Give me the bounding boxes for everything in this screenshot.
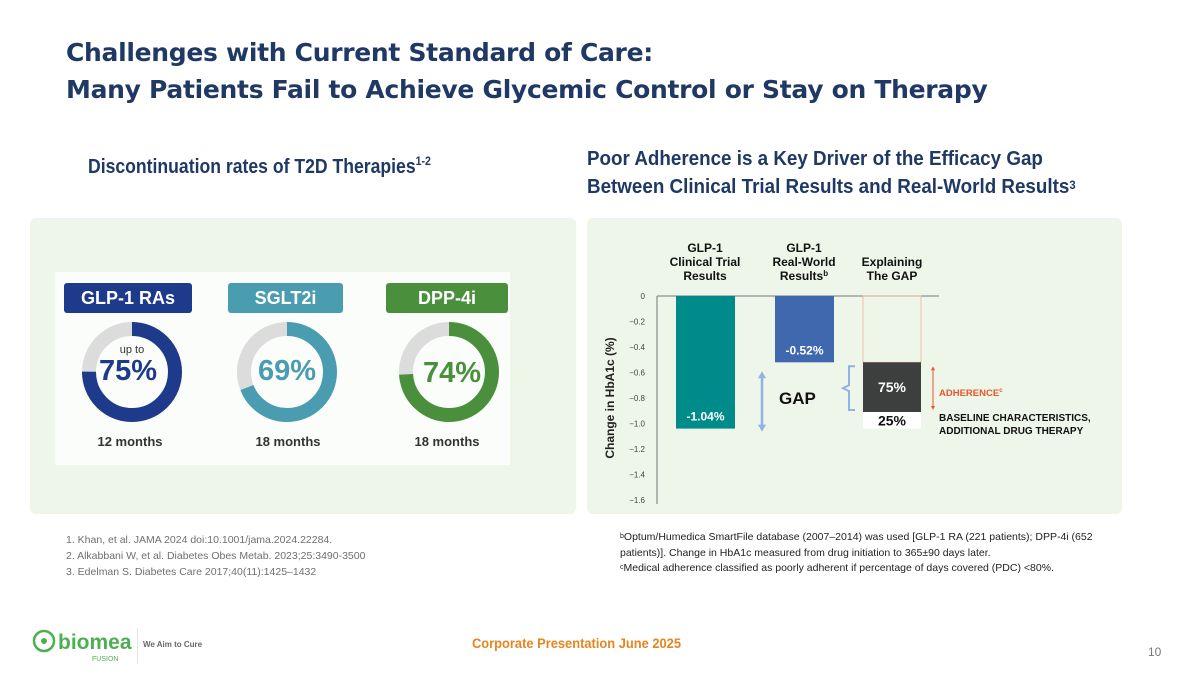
donut-center: 74%	[397, 358, 501, 388]
bar	[775, 296, 834, 363]
tagline: We Aim to Cure	[143, 640, 203, 649]
category-label: Real-World	[772, 255, 835, 269]
gap-segment	[863, 412, 921, 429]
footnote-b: bOptum/Humedica SmartFile database (2007…	[620, 530, 1110, 561]
logo-dot-icon	[41, 638, 47, 644]
bar-value-label: -0.52%	[785, 343, 823, 357]
category-label: Clinical Trial	[670, 255, 741, 269]
y-tick-label: 0	[641, 292, 646, 301]
gap-arrow-head-up	[758, 371, 766, 379]
discontinuation-donuts: GLP-1 RAs up to 75% 12 months SGLT2i 69%…	[55, 272, 510, 465]
donut-period: 18 months	[255, 434, 321, 449]
adherence-arrow-head-down	[931, 406, 935, 411]
gap-label: GAP	[779, 389, 816, 408]
bar-value-label: -1.04%	[686, 410, 724, 424]
donut-center: up to 75%	[80, 344, 184, 386]
footnote-text: Optum/Humedica SmartFile database (2007–…	[620, 531, 1093, 559]
footnote-text: Medical adherence classified as poorly a…	[623, 562, 1054, 574]
y-tick-label: −0.6	[629, 369, 645, 378]
therapy-label: SGLT2i	[254, 288, 317, 308]
y-tick-label: −1.6	[629, 496, 645, 505]
slide-title: Challenges with Current Standard of Care…	[66, 34, 988, 108]
logo-divider	[137, 628, 138, 664]
donut-prefix: up to	[119, 344, 145, 356]
donut-arc	[82, 322, 182, 422]
donut-glp1: GLP-1 RAs up to 75% 12 months	[55, 272, 205, 465]
footnote-marker: c	[620, 564, 624, 571]
hba1c-gap-chart: 0 −0.2 −0.4 −0.6 −0.8 −1.0 −1.2 −1.4 −1.6 Change …	[603, 241, 1091, 505]
adherence-footnote-marker: c	[999, 388, 1003, 394]
donut-period: 18 months	[414, 434, 480, 449]
bar	[676, 296, 735, 429]
logo-wordmark: biomea	[58, 631, 132, 654]
therapy-label-pill: DPP-4i	[386, 283, 508, 313]
gap-bracket	[840, 365, 855, 412]
y-tick-label: −1.0	[629, 420, 645, 429]
donut-dpp4i: DPP-4i 74% 18 months	[360, 272, 510, 465]
baseline-annotation-line: BASELINE CHARACTERISTICS,	[939, 413, 1091, 424]
donut-arc	[237, 322, 337, 422]
donut-chart	[399, 322, 499, 422]
therapy-label-pill: GLP-1 RAs	[64, 283, 192, 313]
biomea-logo: biomea FUSION	[32, 628, 132, 669]
y-tick-label: −1.4	[629, 471, 645, 480]
category-label: The GAP	[867, 269, 918, 283]
slide-title-line1: Challenges with Current Standard of Care…	[66, 38, 653, 67]
category-label: Results	[683, 269, 727, 283]
baseline-annotation-line: ADDITIONAL DRUG THERAPY	[939, 426, 1084, 437]
y-axis-title: Change in HbA1c (%)	[603, 337, 617, 458]
reference-item: 1. Khan, et al. JAMA 2024 doi:10.1001/ja…	[66, 534, 333, 546]
footnote-c: cMedical adherence classified as poorly …	[620, 561, 1110, 577]
therapy-label: GLP-1 RAs	[80, 288, 176, 308]
donut-period: 12 months	[97, 434, 163, 449]
category-label: Explaining	[862, 255, 923, 269]
biomea-logo-mark: biomea FUSION	[32, 629, 132, 663]
adherence-heading-line1: Poor Adherence is a Key Driver of the Ef…	[587, 148, 1043, 170]
heading-citation: 1-2	[415, 154, 431, 168]
category-footnote-marker: b	[823, 269, 828, 278]
category-label: Resultsb	[780, 269, 828, 283]
chart-footnotes: bOptum/Humedica SmartFile database (2007…	[620, 530, 1110, 577]
donut-arc	[399, 322, 499, 422]
discontinuation-heading-text: Discontinuation rates of T2D Therapies	[88, 156, 416, 178]
gap-segment-label: 25%	[878, 412, 907, 428]
page-number: 10	[1148, 645, 1162, 659]
gap-segment-label: 75%	[878, 379, 907, 395]
donut-sglt2i: SGLT2i 69% 18 months	[213, 272, 363, 465]
reference-item: 2. Alkabbani W, et al. Diabetes Obes Met…	[66, 550, 366, 562]
adherence-annotation: ADHERENCEc	[939, 388, 1003, 399]
reference-item: 3. Edelman S. Diabetes Care 2017;40(11):…	[66, 566, 317, 578]
y-tick-label: −1.2	[629, 445, 645, 454]
logo-ring-icon	[32, 629, 56, 653]
donut-center: 69%	[235, 356, 339, 386]
category-label: GLP-1	[687, 241, 723, 255]
adherence-arrow-head-up	[931, 366, 935, 371]
donut-chart	[237, 322, 337, 422]
footnote-marker: b	[620, 533, 624, 540]
adherence-heading: Poor Adherence is a Key Driver of the Ef…	[587, 145, 1076, 201]
footer-presentation-title: Corporate Presentation June 2025	[472, 635, 682, 651]
donut-value: 75%	[98, 355, 158, 387]
donut-value: 69%	[257, 355, 317, 387]
category-label: GLP-1	[786, 241, 822, 255]
y-tick-label: −0.4	[629, 343, 645, 352]
donut-chart	[82, 322, 182, 422]
discontinuation-heading: Discontinuation rates of T2D Therapies1-…	[88, 154, 431, 179]
heading-citation: 3	[1069, 178, 1076, 192]
gap-arrow-head-down	[758, 424, 766, 432]
gap-outline	[862, 295, 922, 363]
slide-title-line2: Many Patients Fail to Achieve Glycemic C…	[66, 75, 988, 104]
donut-value: 74%	[422, 357, 482, 389]
therapy-label: DPP-4i	[417, 288, 477, 308]
logo-submark: FUSION	[92, 656, 118, 663]
y-tick-label: −0.8	[629, 394, 645, 403]
y-tick-label: −0.2	[629, 318, 645, 327]
adherence-heading-line2: Between Clinical Trial Results and Real-…	[587, 176, 1070, 198]
therapy-label-pill: SGLT2i	[228, 283, 343, 313]
gap-segment	[863, 362, 921, 413]
references: 1. Khan, et al. JAMA 2024 doi:10.1001/ja…	[66, 532, 365, 580]
